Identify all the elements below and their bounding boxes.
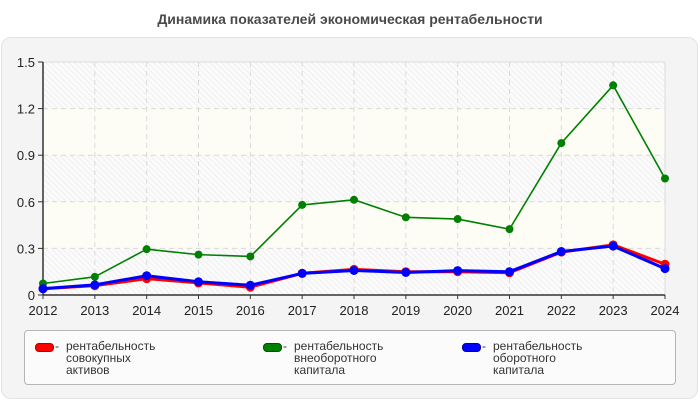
svg-text:2014: 2014 — [132, 303, 161, 318]
green-swatch-icon — [263, 343, 282, 352]
red-swatch-icon — [35, 343, 54, 352]
svg-text:2016: 2016 — [236, 303, 265, 318]
data-point[interactable] — [661, 174, 669, 183]
data-point[interactable] — [142, 245, 151, 254]
svg-text:2015: 2015 — [184, 303, 213, 318]
data-point[interactable] — [608, 241, 618, 251]
svg-text:0: 0 — [28, 288, 35, 303]
data-point[interactable] — [401, 267, 411, 277]
data-point[interactable] — [557, 139, 566, 148]
data-point[interactable] — [298, 200, 307, 209]
data-point[interactable] — [245, 280, 255, 290]
svg-text:2023: 2023 — [599, 303, 628, 318]
data-point[interactable] — [556, 247, 566, 257]
data-point[interactable] — [350, 195, 358, 204]
svg-text:0.3: 0.3 — [17, 241, 35, 256]
data-point[interactable] — [246, 252, 255, 261]
svg-text:0.6: 0.6 — [17, 195, 35, 210]
svg-text:0.9: 0.9 — [17, 148, 35, 163]
legend: - рентабельность совокупных активов - ре… — [24, 330, 676, 385]
series-line — [38, 241, 670, 294]
data-point[interactable] — [505, 225, 514, 234]
gridlines — [43, 61, 666, 295]
data-point[interactable] — [453, 215, 462, 224]
data-point[interactable] — [349, 265, 359, 275]
svg-text:2024: 2024 — [651, 303, 680, 318]
data-point[interactable] — [194, 277, 203, 287]
data-series — [38, 81, 670, 294]
data-point[interactable] — [38, 284, 48, 294]
x-axis-ticks: 2012 2013 2014 2015 2016 2017 2018 2019 2020 2021… — [29, 295, 680, 318]
svg-text:1.5: 1.5 — [17, 55, 35, 70]
svg-text:2020: 2020 — [443, 303, 472, 318]
svg-text:2013: 2013 — [80, 303, 109, 318]
y-axis-ticks: 0 0.3 0.6 0.9 1.2 1.5 — [17, 55, 43, 303]
svg-text:2018: 2018 — [340, 303, 369, 318]
svg-text:2022: 2022 — [547, 303, 576, 318]
data-point[interactable] — [505, 267, 514, 277]
svg-text:2019: 2019 — [391, 303, 420, 318]
svg-text:2017: 2017 — [288, 303, 317, 318]
data-point[interactable] — [90, 280, 100, 290]
data-point[interactable] — [142, 271, 152, 281]
data-point[interactable] — [90, 272, 99, 281]
svg-text:1.2: 1.2 — [17, 102, 35, 117]
data-point[interactable] — [297, 268, 307, 278]
svg-text:2012: 2012 — [29, 303, 58, 318]
data-point[interactable] — [660, 264, 670, 274]
data-point[interactable] — [609, 81, 618, 90]
blue-swatch-icon — [462, 343, 481, 352]
data-point[interactable] — [401, 213, 410, 222]
data-point[interactable] — [453, 266, 463, 276]
data-point[interactable] — [194, 250, 203, 259]
chart-title: Динамика показателей экономическая рента… — [157, 11, 543, 27]
svg-text:2021: 2021 — [495, 303, 524, 318]
